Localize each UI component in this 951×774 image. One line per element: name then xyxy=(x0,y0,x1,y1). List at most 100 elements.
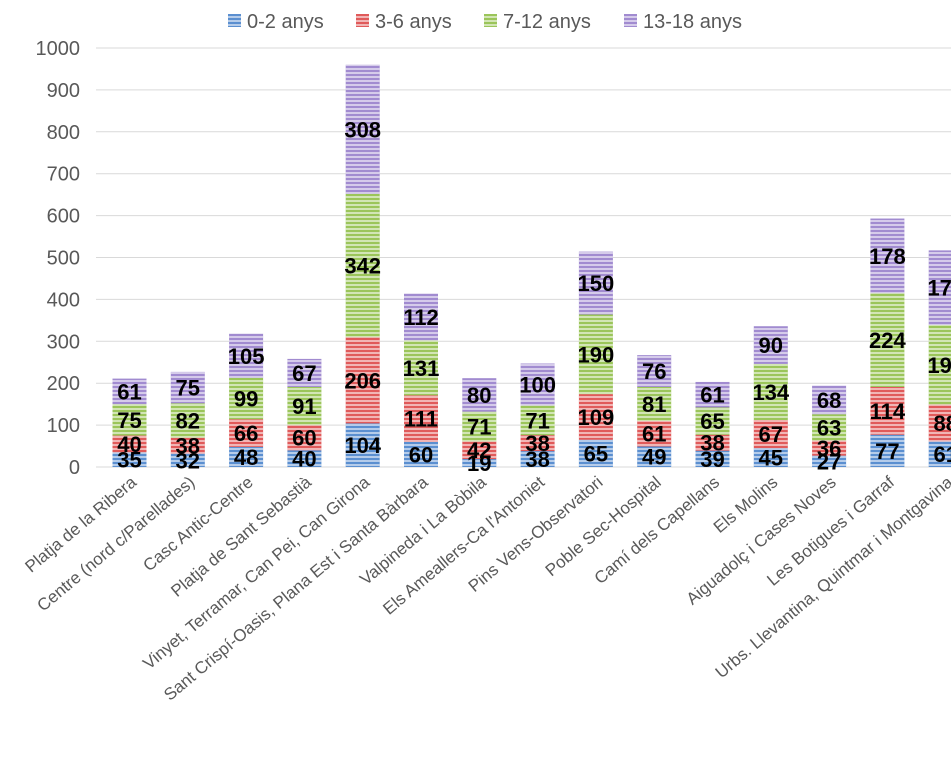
legend-label: 0-2 anys xyxy=(247,11,324,33)
data-label: 61 xyxy=(933,442,951,467)
bar-segment-texture xyxy=(812,440,847,456)
bar-segment-texture xyxy=(345,193,380,338)
data-label: 65 xyxy=(700,409,724,434)
data-label: 99 xyxy=(234,386,258,411)
data-label: 27 xyxy=(817,449,841,474)
data-label: 61 xyxy=(700,383,724,408)
bar-segment-texture xyxy=(229,446,264,467)
data-label: 90 xyxy=(759,333,783,358)
bar-segment-texture xyxy=(520,363,555,406)
data-label: 81 xyxy=(642,392,666,417)
bar-segment-texture xyxy=(695,407,730,435)
bar-segment-texture xyxy=(928,324,951,405)
data-label: 112 xyxy=(403,305,439,330)
bar-segment-texture xyxy=(812,455,847,467)
bar-segment-texture xyxy=(695,450,730,467)
data-label: 38 xyxy=(525,447,549,472)
data-label: 60 xyxy=(409,442,433,467)
bar-segment-texture xyxy=(287,450,322,467)
y-tick-label: 1000 xyxy=(36,38,81,60)
bar-segment-texture xyxy=(112,452,147,467)
bar-segment-texture xyxy=(287,386,322,426)
bar-segment-texture xyxy=(287,425,322,451)
y-tick-label: 700 xyxy=(47,164,80,186)
data-label: 32 xyxy=(176,448,200,473)
bar-segment-texture xyxy=(578,314,613,395)
y-tick-label: 400 xyxy=(47,289,80,311)
data-label: 40 xyxy=(292,447,316,472)
data-label: 100 xyxy=(519,372,556,397)
data-label: 308 xyxy=(344,117,381,142)
data-label: 71 xyxy=(525,408,549,433)
bar-segment-texture xyxy=(578,439,613,467)
bar-segment-texture xyxy=(637,386,672,421)
data-label: 40 xyxy=(117,432,141,457)
data-label: 82 xyxy=(176,408,200,433)
y-tick-label: 0 xyxy=(69,457,80,479)
bar-segment-texture xyxy=(229,419,264,447)
data-labels: 3540756132388275486699105406091671042063… xyxy=(117,117,951,476)
bar-segment-texture xyxy=(637,446,672,467)
data-label: 224 xyxy=(869,328,906,353)
data-label: 150 xyxy=(578,271,615,296)
data-label: 42 xyxy=(467,438,491,463)
bar-segment-texture xyxy=(637,420,672,447)
bar-segment-texture xyxy=(345,337,380,424)
data-label: 178 xyxy=(927,276,951,301)
bar-segment-texture xyxy=(404,441,438,467)
bar-segment-texture xyxy=(870,293,905,387)
bars xyxy=(112,64,951,467)
data-label: 190 xyxy=(578,342,615,367)
legend-swatch-texture xyxy=(356,14,369,27)
bar-segment-texture xyxy=(928,404,951,442)
bar-segment-texture xyxy=(112,378,147,405)
legend-label: 7-12 anys xyxy=(503,11,591,33)
data-label: 71 xyxy=(467,415,491,440)
bar-segment-texture xyxy=(404,395,438,442)
data-label: 66 xyxy=(234,421,258,446)
legend: 0-2 anys 3-6 anys 7-12 anys 13-18 anys xyxy=(228,11,742,33)
bar-segment-texture xyxy=(695,434,730,451)
data-label: 80 xyxy=(467,383,491,408)
bar-segment-texture xyxy=(870,218,905,294)
data-label: 75 xyxy=(176,376,200,401)
legend-swatch-texture xyxy=(228,14,241,27)
bar-segment-texture xyxy=(462,378,497,412)
y-tick-label: 800 xyxy=(47,122,80,144)
data-label: 76 xyxy=(642,359,666,384)
bar-segment-texture xyxy=(928,250,951,325)
y-axis: 0 100 200 300 400 500 600 700 800 900 1000 xyxy=(36,38,81,479)
data-label: 36 xyxy=(817,436,841,461)
bar-segment-texture xyxy=(753,448,788,467)
data-label: 61 xyxy=(642,422,666,447)
x-tick-label: Sant Crispí-Oasis, Plana Est i Santa Bàr… xyxy=(160,472,432,704)
data-label: 61 xyxy=(117,379,141,404)
bar-segment-texture xyxy=(462,459,497,467)
data-label: 45 xyxy=(759,446,783,471)
y-tick-label: 200 xyxy=(47,373,80,395)
data-label: 35 xyxy=(117,448,141,473)
data-label: 88 xyxy=(933,411,951,436)
data-label: 49 xyxy=(642,445,666,470)
bar-segment-texture xyxy=(404,340,438,396)
data-label: 38 xyxy=(176,434,200,459)
data-label: 131 xyxy=(403,356,440,381)
data-label: 68 xyxy=(817,388,841,413)
data-label: 105 xyxy=(228,344,265,369)
data-label: 134 xyxy=(752,380,789,405)
bar-segment-texture xyxy=(229,333,264,378)
legend-label: 13-18 anys xyxy=(643,11,742,33)
data-label: 38 xyxy=(700,431,724,456)
data-label: 190 xyxy=(927,353,951,378)
data-label: 111 xyxy=(404,407,438,432)
bar-segment-texture xyxy=(170,371,205,404)
bar-segment-texture xyxy=(637,355,672,387)
bar-segment-texture xyxy=(812,385,847,415)
bar-segment-texture xyxy=(170,437,205,454)
bar-segment-texture xyxy=(578,394,613,440)
bar-segment-texture xyxy=(520,435,555,452)
data-label: 65 xyxy=(584,441,608,466)
bar-segment-texture xyxy=(345,423,380,467)
bar-segment-texture xyxy=(870,386,905,435)
